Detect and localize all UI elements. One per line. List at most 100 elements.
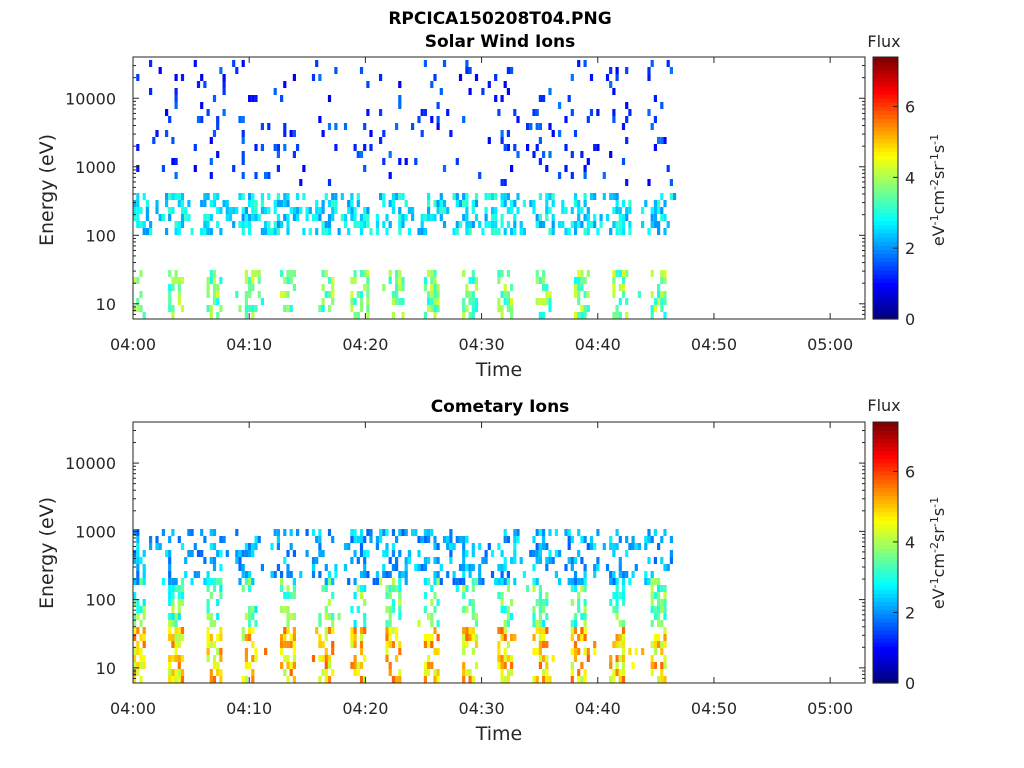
x-tick-label: 04:50	[691, 335, 737, 354]
heatmap-cell	[423, 676, 427, 683]
heatmap-cell	[302, 193, 306, 200]
heatmap-cell	[283, 123, 287, 130]
heatmap-cell	[612, 312, 616, 319]
heatmap-cell	[535, 123, 539, 130]
heatmap-cell	[618, 536, 622, 543]
heatmap-cell	[542, 676, 546, 683]
heatmap-cell	[209, 676, 213, 683]
heatmap-cell	[513, 221, 517, 228]
heatmap-cell	[136, 144, 140, 151]
heatmap-cell	[212, 130, 217, 137]
heatmap-cell	[286, 641, 290, 648]
colorbar-swatch	[873, 678, 898, 684]
x-tick-label: 04:10	[226, 699, 272, 718]
heatmap-cell	[260, 228, 264, 235]
heatmap-cell	[647, 228, 651, 235]
heatmap-cell	[391, 543, 395, 550]
heatmap-cell	[292, 550, 296, 557]
heatmap-cell	[315, 627, 319, 634]
heatmap-cell	[446, 543, 450, 550]
heatmap-cell	[474, 298, 479, 305]
heatmap-cell	[522, 571, 526, 578]
heatmap-cell	[331, 613, 335, 620]
heatmap-cell	[133, 669, 137, 676]
heatmap-cell	[238, 557, 242, 564]
heatmap-cell	[142, 228, 146, 235]
heatmap-cell	[497, 564, 501, 571]
heatmap-cell	[254, 536, 258, 543]
colorbar-swatch	[873, 470, 898, 476]
heatmap-cell	[193, 60, 197, 67]
heatmap-cell	[532, 585, 536, 592]
heatmap-cell	[401, 214, 405, 221]
heatmap-cell	[212, 585, 217, 592]
heatmap-cell	[564, 144, 568, 151]
heatmap-cell	[395, 291, 399, 298]
heatmap-cell	[558, 172, 562, 179]
heatmap-cell	[139, 207, 143, 214]
heatmap-cell	[538, 550, 542, 557]
heatmap-cell	[280, 200, 284, 207]
heatmap-cell	[593, 193, 597, 200]
heatmap-cell	[484, 193, 488, 200]
heatmap-cell	[519, 557, 523, 564]
heatmap-cell	[650, 655, 654, 662]
heatmap-cell	[273, 571, 277, 578]
heatmap-cell	[503, 634, 507, 641]
heatmap-cell	[133, 207, 137, 214]
heatmap-cell	[133, 529, 137, 536]
heatmap-cell	[180, 599, 185, 606]
heatmap-cell	[660, 585, 664, 592]
heatmap-cell	[657, 578, 661, 585]
heatmap-cell	[241, 193, 245, 200]
heatmap-cell	[647, 578, 651, 585]
colorbar-tick-label: 0	[905, 310, 915, 329]
colorbar-swatch	[873, 491, 898, 497]
heatmap-cell	[612, 543, 616, 550]
heatmap-cell	[177, 536, 181, 543]
heatmap-cell	[219, 655, 223, 662]
heatmap-cell	[577, 284, 581, 291]
heatmap-cell	[423, 564, 427, 571]
heatmap-cell	[612, 277, 616, 284]
heatmap-cell	[497, 298, 501, 305]
heatmap-cell	[535, 557, 539, 564]
heatmap-cell	[484, 550, 488, 557]
heatmap-cell	[286, 627, 290, 634]
heatmap-cell	[583, 676, 587, 683]
heatmap-cell	[471, 613, 475, 620]
heatmap-cell	[535, 578, 539, 585]
heatmap-cell	[465, 641, 469, 648]
heatmap-cell	[554, 571, 558, 578]
heatmap-cell	[500, 221, 504, 228]
heatmap-cell	[650, 599, 654, 606]
heatmap-cell	[474, 613, 479, 620]
colorbar-swatch	[873, 245, 898, 250]
heatmap-cell	[248, 620, 252, 627]
heatmap-cell	[490, 207, 495, 214]
heatmap-cell	[331, 536, 335, 543]
heatmap-solar-wind	[133, 60, 677, 319]
heatmap-cell	[653, 592, 657, 599]
heatmap-cell	[484, 207, 488, 214]
heatmap-cell	[359, 305, 364, 312]
heatmap-cell	[621, 228, 626, 235]
heatmap-cell	[331, 627, 335, 634]
heatmap-cell	[251, 270, 255, 277]
heatmap-cell	[324, 676, 328, 683]
heatmap-cell	[433, 592, 437, 599]
heatmap-cell	[564, 529, 568, 536]
heatmap-cell	[177, 291, 181, 298]
heatmap-cell	[216, 669, 220, 676]
heatmap-cell	[155, 200, 159, 207]
heatmap-cell	[599, 214, 603, 221]
colorbar-title-cometary: Flux	[867, 396, 900, 415]
heatmap-cell	[596, 228, 600, 235]
heatmap-cell	[573, 284, 578, 291]
heatmap-cell	[136, 536, 140, 543]
heatmap-cell	[398, 228, 402, 235]
heatmap-cell	[174, 627, 178, 634]
heatmap-cell	[280, 578, 284, 585]
heatmap-cell	[468, 669, 472, 676]
heatmap-cell	[615, 67, 619, 74]
